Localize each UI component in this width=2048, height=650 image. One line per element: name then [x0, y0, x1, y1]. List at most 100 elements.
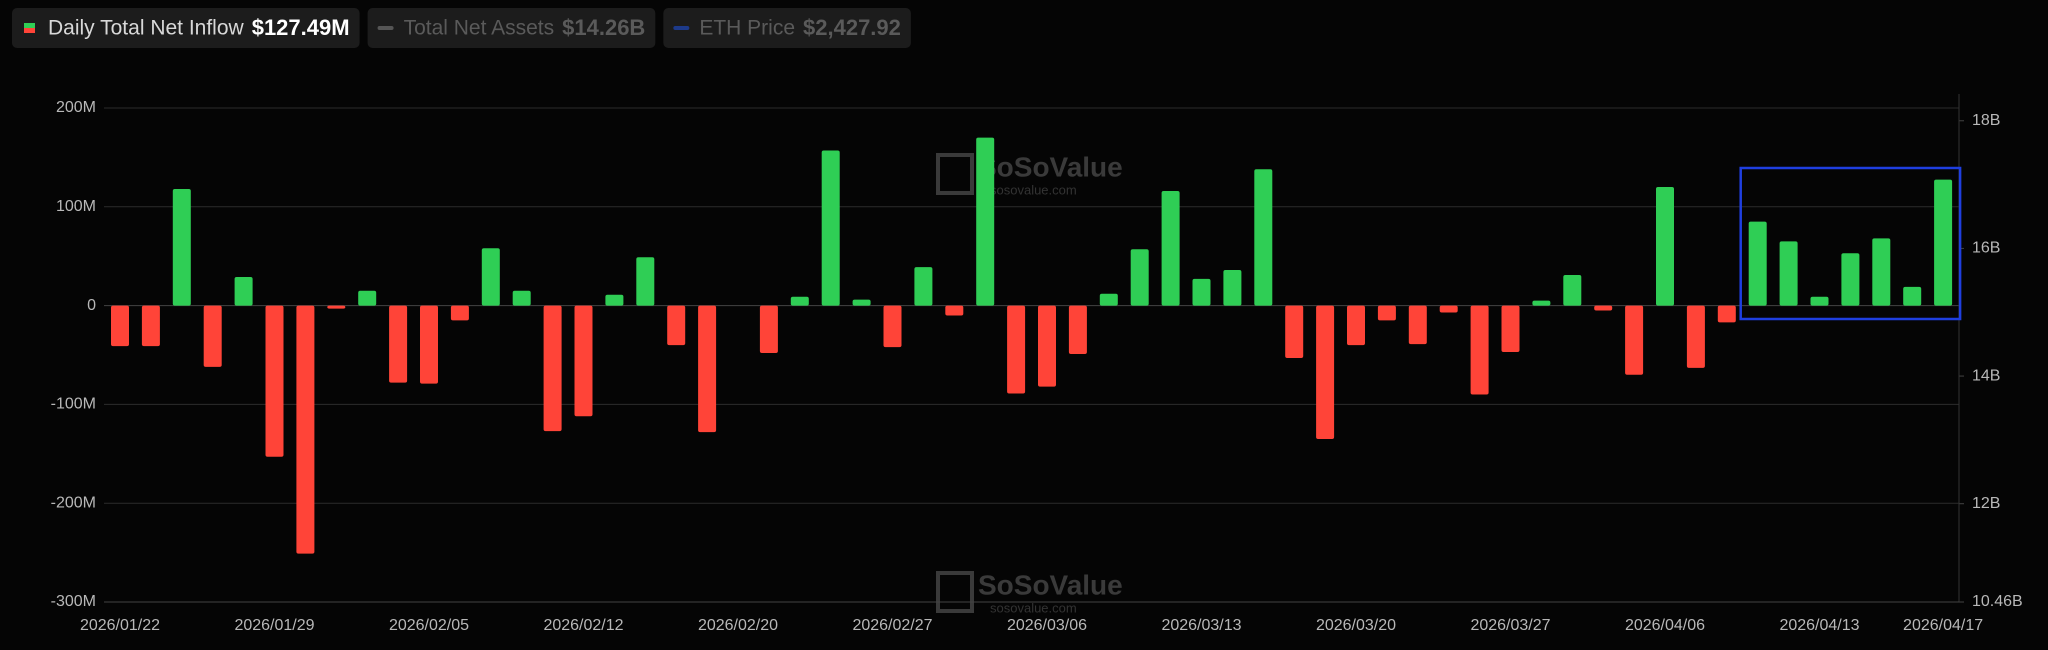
legend-item: ETH Price $2,427.92: [663, 8, 911, 48]
bar: [605, 294, 624, 306]
bar: [821, 150, 840, 306]
watermark-brand: SoSoValue: [978, 151, 1123, 182]
bar: [883, 305, 902, 348]
bar: [1285, 305, 1304, 358]
bar: [1130, 249, 1149, 306]
y-tick-label: 0: [87, 297, 96, 314]
bar: [1408, 305, 1427, 345]
bar: [1563, 274, 1582, 306]
y-tick-label: -200M: [51, 494, 96, 511]
bar: [296, 305, 315, 554]
watermark-brand: SoSoValue: [978, 569, 1123, 600]
bar: [1223, 270, 1242, 306]
bar: [1470, 305, 1489, 395]
bar: [1192, 278, 1211, 306]
bar: [698, 305, 717, 433]
y2-tick-label: 14B: [1972, 367, 2000, 384]
bar: [574, 305, 593, 417]
x-tick-label: 2026/02/05: [389, 617, 469, 634]
x-tick-label: 2026/04/06: [1625, 617, 1705, 634]
bar: [1316, 305, 1335, 439]
bar: [358, 290, 377, 306]
bar: [1748, 221, 1767, 306]
y2-tick-label: 12B: [1972, 495, 2000, 512]
bar: [1872, 238, 1891, 306]
bar: [1717, 305, 1736, 323]
x-tick-label: 2026/01/22: [80, 617, 160, 634]
bar: [1377, 305, 1396, 321]
legend-bg: [663, 8, 911, 48]
bar: [1810, 296, 1829, 306]
bar: [1439, 305, 1458, 313]
legend-name: Total Net Assets: [404, 17, 555, 40]
bar: [759, 305, 778, 354]
bar: [1934, 179, 1953, 306]
bar: [141, 305, 160, 347]
x-tick-label: 2026/03/20: [1316, 617, 1396, 634]
x-tick-label: 2026/04/17: [1903, 617, 1983, 634]
x-tick-label: 2026/03/27: [1470, 617, 1550, 634]
bar: [1038, 305, 1056, 387]
bar: [1841, 253, 1860, 306]
bar: [1501, 305, 1520, 353]
legend-name: ETH Price: [699, 17, 795, 40]
x-tick-label: 2026/02/27: [852, 617, 932, 634]
y-tick-label: -100M: [51, 396, 96, 413]
bar: [420, 305, 438, 384]
bar: [1254, 169, 1273, 306]
x-tick-label: 2026/02/12: [543, 617, 623, 634]
y2-tick-label: 10.46B: [1972, 593, 2023, 610]
highlight-box: [1739, 166, 1962, 321]
bar: [389, 305, 408, 383]
bar: [1594, 305, 1613, 311]
x-tick-label: 2026/03/13: [1161, 617, 1241, 634]
bar: [1779, 241, 1798, 306]
bar: [512, 290, 531, 306]
bar: [976, 137, 995, 306]
legend-item: Total Net Assets $14.26B: [367, 8, 656, 48]
watermark-logo: [936, 153, 974, 195]
bar: [543, 305, 562, 432]
legend-name: Daily Total Net Inflow: [48, 17, 245, 40]
bar: [1007, 305, 1026, 394]
bar: [852, 299, 871, 306]
legend-swatch: [24, 23, 35, 28]
x-tick-label: 2026/03/06: [1007, 617, 1087, 634]
y-tick-label: -300M: [51, 593, 96, 610]
bar: [1656, 187, 1674, 306]
bar: [1068, 305, 1087, 355]
legend-item: Daily Total Net Inflow $127.49M: [12, 8, 360, 48]
y-tick-label: 100M: [56, 198, 96, 215]
legend-swatch: [673, 26, 690, 30]
x-tick-label: 2026/04/13: [1779, 617, 1859, 634]
bar: [481, 248, 500, 306]
bar: [1161, 190, 1180, 306]
legend-bg: [12, 8, 360, 48]
bar: [450, 305, 469, 321]
legend-value: $127.49M: [252, 15, 350, 40]
bar: [172, 189, 191, 306]
bar: [1903, 286, 1922, 306]
watermark-site: sosovalue.com: [990, 600, 1077, 615]
watermark-site: sosovalue.com: [990, 182, 1077, 197]
watermark-logo: [936, 571, 974, 613]
legend-value: $2,427.92: [803, 15, 901, 40]
bar: [1532, 300, 1551, 306]
bar: [914, 267, 933, 306]
bar: [111, 305, 129, 347]
y-tick-label: 200M: [56, 99, 96, 116]
bar: [1099, 293, 1118, 306]
bar: [790, 296, 809, 306]
bar: [1686, 305, 1705, 368]
bar: [1625, 305, 1644, 375]
legend-swatch: [377, 26, 394, 30]
bar: [1347, 305, 1365, 346]
x-tick-label: 2026/02/20: [698, 617, 778, 634]
bar: [327, 305, 346, 309]
y2-tick-label: 18B: [1972, 112, 2000, 129]
legend-swatch: [24, 28, 35, 33]
bar: [636, 257, 655, 306]
bar: [667, 305, 686, 346]
